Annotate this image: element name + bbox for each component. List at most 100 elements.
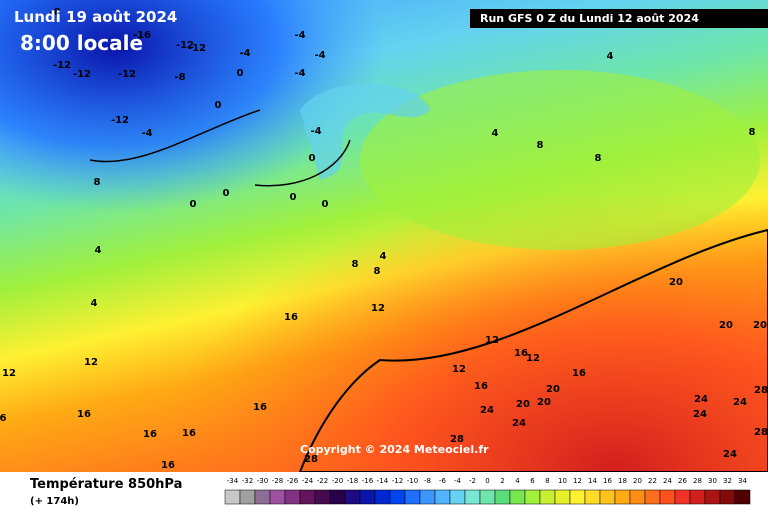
scale-swatch [389,489,406,505]
scale-swatch [689,489,706,505]
scale-label: 32 [723,477,732,485]
contour-label: 8 [749,127,756,138]
contour-label: 12 [452,364,466,375]
contour-label: 0 [290,192,297,203]
contour-label: 28 [754,427,768,438]
run-info: Run GFS 0 Z du Lundi 12 août 2024 [480,12,699,25]
scale-swatch [719,489,736,505]
contour-label: 24 [480,405,494,416]
contour-label: 28 [754,385,768,396]
contour-label: -4 [141,128,152,139]
scale-swatch [659,489,676,505]
contour-label: -12 [53,60,71,71]
scale-swatch [584,489,601,505]
scale-label: 8 [545,477,549,485]
contour-label: 16 [77,409,91,420]
contour-label: 24 [723,449,737,460]
scale-label: -32 [242,477,253,485]
scale-swatch [734,489,751,505]
scale-label: 2 [500,477,504,485]
contour-label: 4 [95,245,102,256]
scale-swatch [314,489,331,505]
scale-swatch [479,489,496,505]
scale-swatch [359,489,376,505]
scale-swatch [644,489,661,505]
scale-label: 10 [558,477,567,485]
scale-swatch [449,489,466,505]
contour-label: 12 [2,368,16,379]
contour-label: 0 [322,199,329,210]
scale-swatch [509,489,526,505]
scale-label: -6 [439,477,447,485]
scale-swatch [614,489,631,505]
scale-label: -8 [424,477,431,485]
contour-label: 28 [304,454,318,465]
contour-label: -16 [133,30,151,41]
scale-swatch [464,489,481,505]
scale-swatch [329,489,346,505]
contour-label: -12 [176,40,194,51]
scale-swatch [494,489,511,505]
scale-label: -24 [302,477,314,485]
contour-label: 4 [91,298,98,309]
contour-label: 0 [190,199,197,210]
contour-label: -4 [310,126,321,137]
scale-label: 14 [588,477,597,485]
contour-label: 12 [526,353,540,364]
contour-label: 8 [537,140,544,151]
scale-label: 12 [573,477,582,485]
contour-label: -12 [118,69,136,80]
contour-label: 20 [669,277,683,288]
scale-label: -12 [392,477,403,485]
scale-swatch [344,489,361,505]
contour-label: 0 [215,100,222,111]
scale-label: -34 [227,477,239,485]
scale-label: 24 [663,477,672,485]
date: Lundi 19 août 2024 [14,8,177,26]
scale-swatch [539,489,556,505]
scale-label: 16 [603,477,612,485]
contour-label: 0 [223,188,230,199]
contour-label: 4 [380,251,387,262]
scale-label: 26 [678,477,687,485]
contour-label: 16 [572,368,586,379]
contour-label: 20 [719,320,733,331]
scale-swatch [239,489,256,505]
contour-label: 4 [492,128,499,139]
scale-label: 0 [485,477,489,485]
scale-swatch [419,489,436,505]
contour-label: 8 [352,259,359,270]
scale-label: 18 [618,477,627,485]
contour-label: -8 [49,7,60,18]
contour-label: 24 [512,418,526,429]
scale-swatch [284,489,301,505]
scale-swatch [554,489,571,505]
contour-label: 28 [450,434,464,445]
legend-lead: (+ 174h) [30,496,79,507]
scale-swatch [599,489,616,505]
scale-label: -20 [332,477,343,485]
scale-label: -14 [377,477,389,485]
scale-label: -30 [257,477,268,485]
contour-label: 8 [94,177,101,188]
contour-label: 20 [546,384,560,395]
contour-label: 16 [474,381,488,392]
scale-label: -26 [287,477,299,485]
contour-label: 12 [485,335,499,346]
scale-swatch [299,489,316,505]
scale-swatch [224,489,241,505]
scale-swatch [674,489,691,505]
contour-label: -12 [111,115,129,126]
scale-label: 20 [633,477,642,485]
contour-label: 24 [733,397,747,408]
contour-label: 0 [237,68,244,79]
contour-label: -12 [188,43,206,54]
local-time: 8:00 locale [20,31,143,55]
contour-label: -4 [239,48,250,59]
scale-label: -10 [407,477,418,485]
scale-swatch [374,489,391,505]
contour-label: 12 [84,357,98,368]
scale-label: -18 [347,477,358,485]
scale-label: 30 [708,477,717,485]
contour-label: 16 [161,460,175,471]
